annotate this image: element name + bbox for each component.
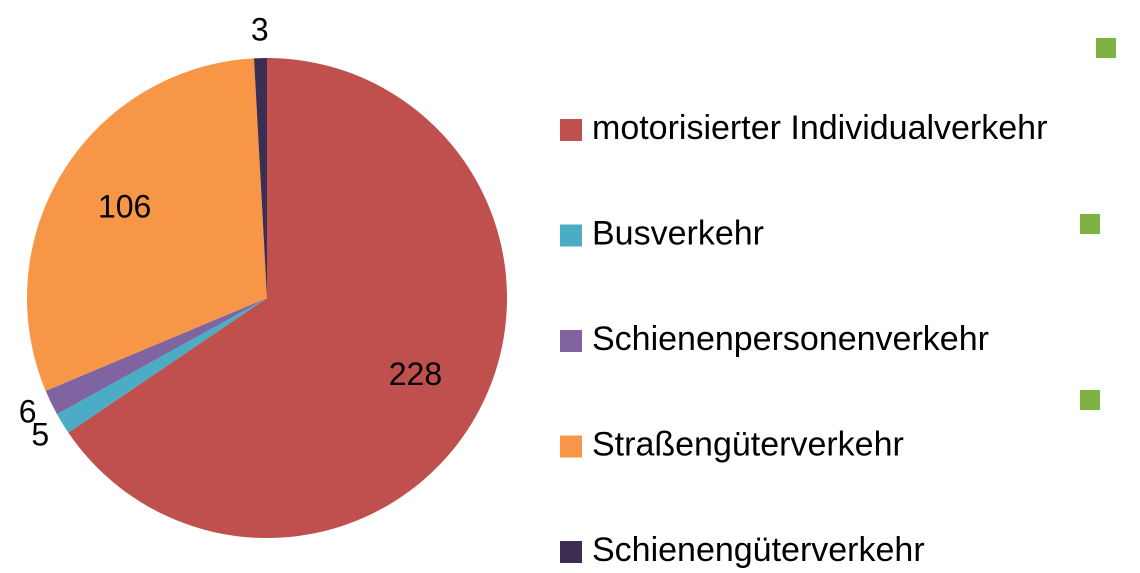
pie-slice [45,298,268,415]
bullet-square [1080,214,1100,234]
slide-bullets [1080,38,1116,410]
legend-text: Schienenpersonenverkehr [592,320,989,358]
legend-text: Busverkehr [592,214,764,252]
pie-slice [57,298,267,433]
data-label: 3 [251,12,269,48]
legend-text: motorisierter Individualverkehr [592,109,1047,147]
bullet-square [1096,38,1116,58]
legend-swatch [560,330,582,352]
legend-swatch [560,224,582,247]
pie-slice [27,58,268,391]
data-label: 106 [98,188,151,224]
legend-swatch [560,119,582,141]
legend-text: Schienengüterverkehr [592,531,925,569]
legend-text: Straßengüterverkehr [592,425,904,463]
pie-slice [254,58,267,298]
bullet-square [1080,390,1100,410]
data-label: 5 [31,417,49,453]
legend-swatch [560,435,582,458]
data-label: 6 [19,393,37,429]
data-label: 228 [389,356,442,392]
pie-slice [68,58,508,538]
legend-swatch [560,541,582,563]
